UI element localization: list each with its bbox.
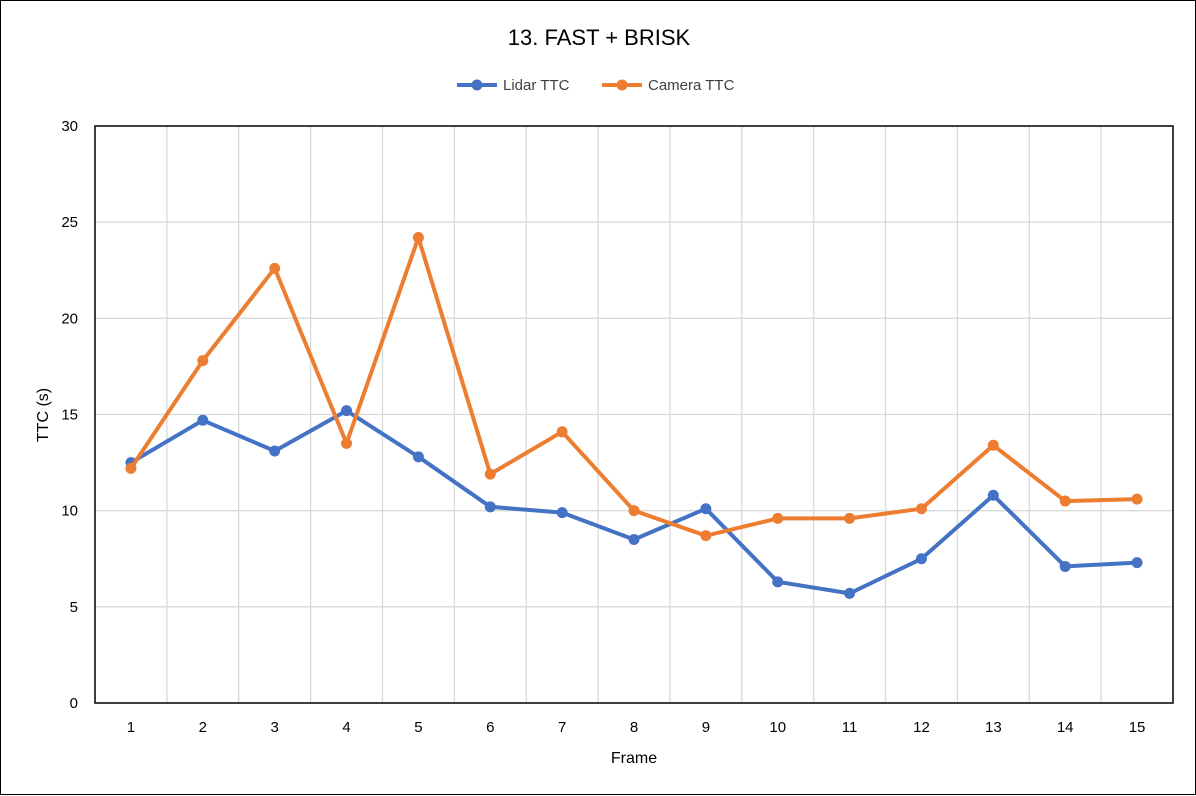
x-axis-ticks: 1 2 3 4 5 6 7 8 9 10 11 12 13 14 15 — [127, 719, 1146, 736]
y-tick-label: 10 — [61, 503, 78, 520]
y-tick-label: 30 — [61, 118, 78, 135]
x-tick-label: 1 — [127, 719, 135, 736]
data-point — [1131, 557, 1143, 569]
data-point — [915, 503, 927, 515]
x-tick-label: 14 — [1057, 719, 1074, 736]
data-point — [412, 232, 424, 244]
gridlines — [95, 126, 1173, 703]
x-tick-label: 15 — [1129, 719, 1146, 736]
x-tick-label: 2 — [199, 719, 207, 736]
x-tick-label: 10 — [769, 719, 786, 736]
data-point — [987, 489, 999, 501]
y-tick-label: 15 — [61, 407, 78, 424]
y-tick-label: 5 — [70, 599, 78, 616]
data-point — [412, 451, 424, 463]
x-tick-label: 6 — [486, 719, 494, 736]
legend-item: Camera TTC — [602, 77, 735, 94]
y-tick-label: 20 — [61, 310, 78, 327]
x-tick-label: 7 — [558, 719, 566, 736]
series-layer — [125, 232, 1143, 599]
data-point — [915, 553, 927, 565]
data-point — [197, 414, 209, 426]
x-axis-title: Frame — [611, 750, 657, 767]
data-point — [987, 439, 999, 451]
series-camera-ttc — [125, 232, 1143, 542]
legend: Lidar TTC Camera TTC — [457, 77, 735, 94]
data-point — [700, 530, 712, 542]
y-axis-ticks: 0 5 10 15 20 25 30 — [61, 118, 78, 712]
y-tick-label: 0 — [70, 695, 78, 712]
y-axis-title: TTC (s) — [35, 388, 52, 442]
data-point — [1131, 493, 1143, 505]
data-point — [844, 512, 856, 524]
legend-item: Lidar TTC — [457, 77, 570, 94]
x-tick-label: 5 — [414, 719, 422, 736]
data-point — [269, 262, 281, 274]
data-point — [844, 587, 856, 599]
data-point — [556, 426, 568, 438]
chart-title: 13. FAST + BRISK — [508, 25, 691, 50]
data-point — [341, 437, 353, 449]
x-tick-label: 12 — [913, 719, 930, 736]
data-point — [772, 512, 784, 524]
x-tick-label: 8 — [630, 719, 638, 736]
legend-swatch-marker — [471, 79, 483, 91]
data-point — [484, 468, 496, 480]
legend-swatch-marker — [616, 79, 628, 91]
data-point — [628, 534, 640, 546]
data-point — [125, 462, 137, 474]
data-point — [1059, 495, 1071, 507]
legend-label: Lidar TTC — [503, 77, 570, 94]
data-point — [197, 355, 209, 367]
data-point — [1059, 560, 1071, 572]
data-point — [700, 503, 712, 515]
legend-label: Camera TTC — [648, 77, 735, 94]
data-point — [269, 445, 281, 457]
data-point — [772, 576, 784, 588]
x-tick-label: 13 — [985, 719, 1002, 736]
data-point — [341, 405, 353, 417]
data-point — [556, 507, 568, 519]
data-point — [484, 501, 496, 513]
plot-border — [94, 125, 1174, 704]
data-point — [628, 505, 640, 517]
series-lidar-ttc — [125, 405, 1143, 599]
x-tick-label: 4 — [342, 719, 350, 736]
y-tick-label: 25 — [61, 214, 78, 231]
x-tick-label: 3 — [270, 719, 278, 736]
x-tick-label: 9 — [702, 719, 710, 736]
x-tick-label: 11 — [842, 719, 858, 736]
